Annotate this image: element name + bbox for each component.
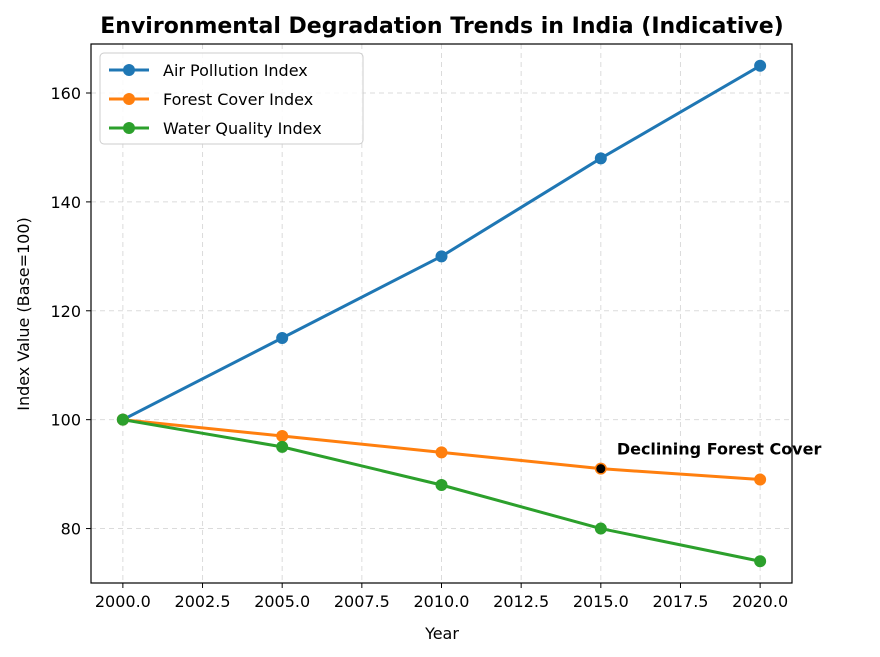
data-point-forest-cover-index bbox=[276, 430, 289, 442]
data-point-forest-cover-index bbox=[435, 446, 448, 459]
x-tick-label: 2005.0 bbox=[254, 592, 310, 611]
y-tick-label: 160 bbox=[50, 84, 81, 103]
data-point-air-pollution-index bbox=[754, 59, 767, 72]
data-point-water-quality-index bbox=[594, 522, 607, 535]
data-point-air-pollution-index bbox=[594, 152, 607, 165]
legend-items: Air Pollution Index Forest Cover Index Wat… bbox=[109, 61, 322, 138]
legend-item-air-pollution-index: Air Pollution Index bbox=[109, 61, 308, 80]
data-point-water-quality-index bbox=[116, 413, 129, 426]
series-water-quality-index bbox=[116, 413, 767, 568]
data-point-water-quality-index bbox=[754, 555, 767, 568]
legend-marker bbox=[123, 122, 135, 134]
x-tick-label: 2000.0 bbox=[95, 592, 151, 611]
annotation-label: Declining Forest Cover bbox=[617, 440, 822, 459]
data-point-air-pollution-index bbox=[435, 250, 448, 263]
legend-label: Water Quality Index bbox=[163, 119, 322, 138]
x-axis-label: Year bbox=[424, 624, 459, 643]
x-tick-label: 2002.5 bbox=[175, 592, 231, 611]
x-tick-label: 2007.5 bbox=[334, 592, 390, 611]
data-point-water-quality-index bbox=[435, 479, 448, 491]
x-tick-label: 2015.0 bbox=[573, 592, 629, 611]
annotation-marker bbox=[596, 464, 606, 474]
y-axis-ticks: 80 100 120 140 160 bbox=[50, 84, 91, 539]
chart-title: Environmental Degradation Trends in Indi… bbox=[100, 14, 783, 39]
data-point-air-pollution-index bbox=[276, 332, 289, 344]
legend-marker bbox=[123, 64, 135, 76]
legend-label: Air Pollution Index bbox=[163, 61, 308, 80]
y-tick-label: 100 bbox=[50, 411, 81, 430]
legend-item-water-quality-index: Water Quality Index bbox=[109, 119, 322, 138]
legend-item-forest-cover-index: Forest Cover Index bbox=[109, 90, 313, 109]
y-tick-label: 140 bbox=[50, 193, 81, 212]
annotation-layer: Declining Forest Cover bbox=[596, 440, 821, 474]
x-axis-ticks: 2000.0 2002.5 2005.0 2007.5 2010.0 2012.5 2015… bbox=[95, 583, 788, 611]
x-tick-label: 2020.0 bbox=[732, 592, 788, 611]
y-axis-label: Index Value (Base=100) bbox=[14, 217, 33, 411]
data-point-water-quality-index bbox=[276, 440, 289, 453]
y-tick-label: 80 bbox=[61, 520, 81, 539]
x-tick-label: 2017.5 bbox=[652, 592, 708, 611]
legend-frame bbox=[99, 52, 364, 145]
x-tick-label: 2010.0 bbox=[414, 592, 470, 611]
y-tick-label: 120 bbox=[50, 302, 81, 321]
x-tick-label: 2012.5 bbox=[493, 592, 549, 611]
legend: Air Pollution Index Forest Cover Index Wat… bbox=[99, 52, 364, 145]
legend-marker bbox=[123, 93, 135, 105]
legend-label: Forest Cover Index bbox=[163, 90, 313, 109]
data-point-forest-cover-index bbox=[754, 473, 767, 486]
series-layer bbox=[116, 59, 767, 568]
